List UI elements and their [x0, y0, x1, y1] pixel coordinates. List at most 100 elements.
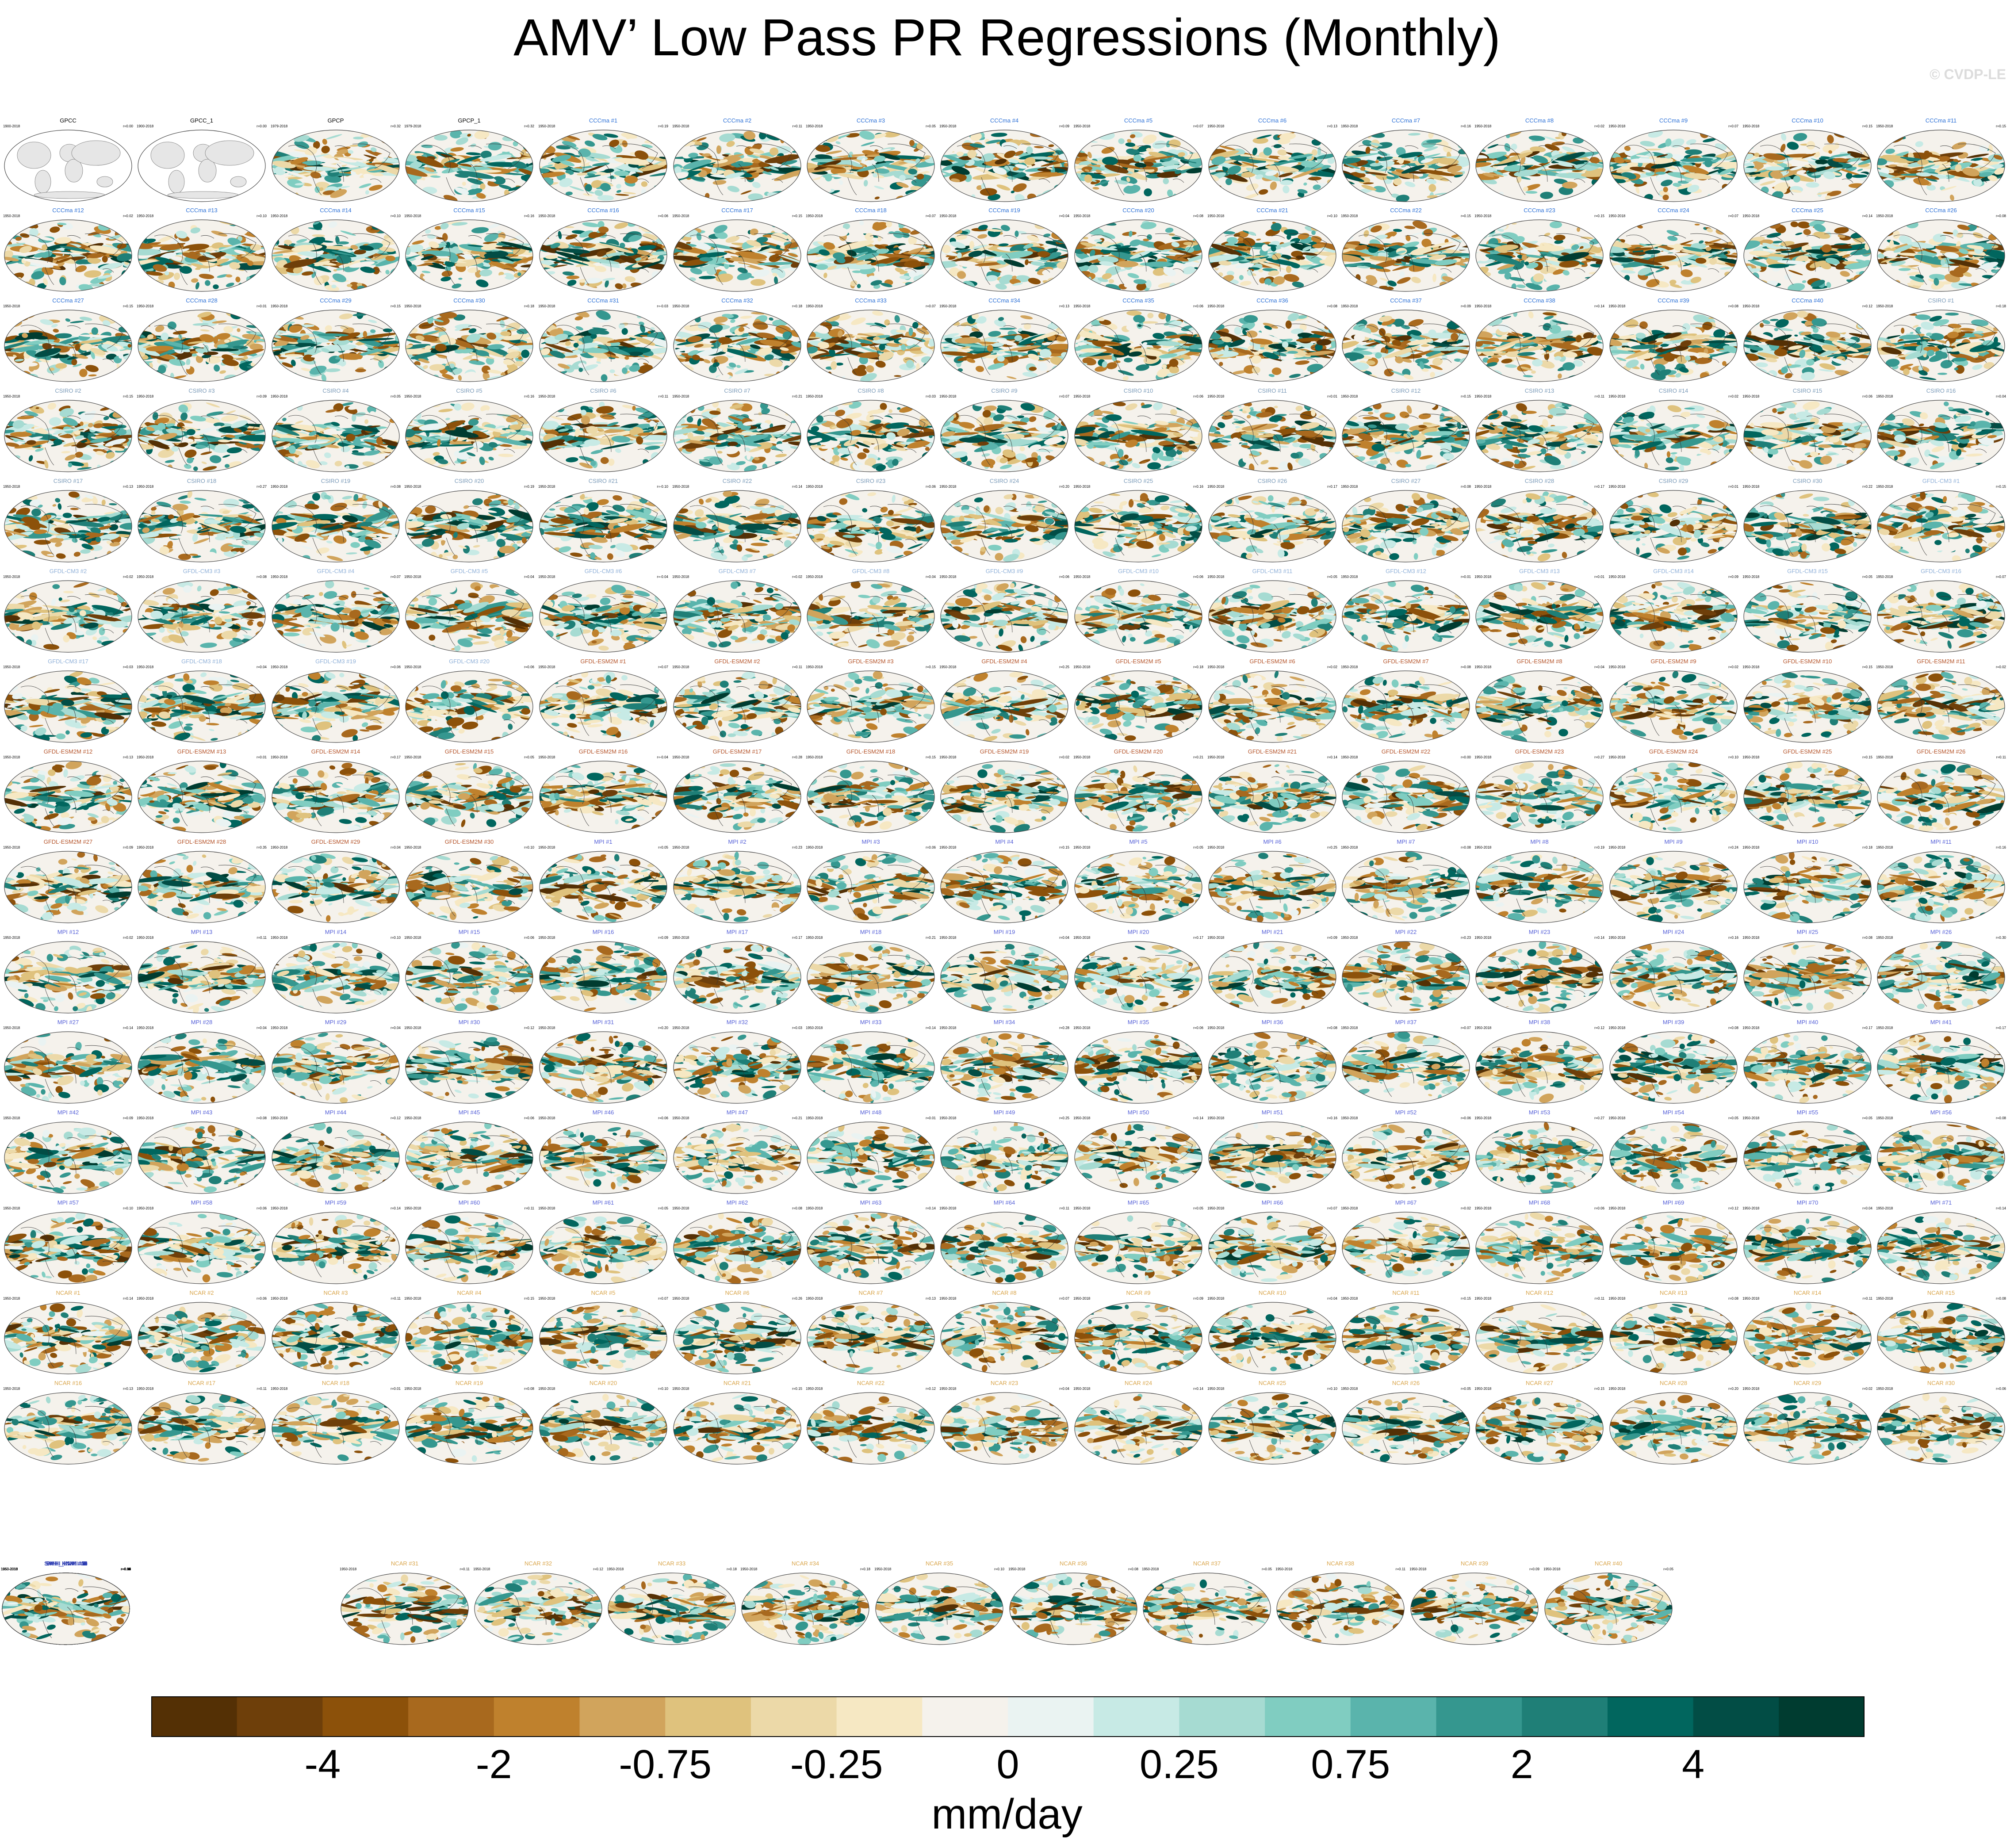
precip-anomaly-patch [1744, 235, 1749, 241]
precip-anomaly-patch [1503, 165, 1525, 172]
precip-anomaly-patch [874, 186, 884, 190]
precip-anomaly-patch [1014, 151, 1024, 156]
precip-anomaly-patch [779, 194, 792, 201]
precip-anomaly-patch [1297, 165, 1331, 172]
panel-title: GPCC_1 [136, 117, 268, 124]
precip-anomaly-patch [903, 160, 918, 164]
continent-outline [167, 191, 239, 199]
map-panel: CCCma #2 1950-2018 r=0.11 [671, 117, 803, 204]
precip-anomaly-patch [1482, 173, 1494, 177]
precip-anomaly-patch [1885, 229, 1891, 233]
panel-title: CCCma #25 [1742, 207, 1873, 214]
panel-title: CCCma #9 [1608, 117, 1739, 124]
precip-anomaly-patch [1562, 146, 1575, 153]
precip-anomaly-patch [1084, 169, 1090, 172]
precip-anomaly-patch [1059, 221, 1065, 229]
precip-anomaly-patch [623, 192, 636, 195]
precip-anomaly-patch [508, 186, 522, 191]
precip-anomaly-patch [1573, 137, 1584, 144]
panel-years: 1950-2018 [672, 124, 689, 129]
precip-anomaly-patch [580, 165, 606, 174]
precip-anomaly-patch [1252, 137, 1268, 144]
precip-anomaly-patch [1252, 147, 1258, 156]
precip-anomaly-patch [1297, 189, 1308, 194]
precip-anomaly-patch [410, 190, 419, 198]
precip-anomaly-patch [871, 133, 887, 139]
panel-correlation: r=0.11 [793, 124, 802, 129]
panel-years: 1950-2018 [1207, 124, 1224, 129]
precip-anomaly-patch [1255, 174, 1264, 180]
precip-anomaly-patch [1369, 142, 1382, 146]
precip-anomaly-patch [369, 184, 383, 191]
precip-anomaly-patch [1034, 146, 1044, 149]
panel-years: 1950-2018 [1742, 124, 1759, 129]
robinson-map [1609, 130, 1738, 202]
precip-anomaly-patch [835, 134, 850, 139]
precip-anomaly-patch [748, 193, 763, 201]
precip-anomaly-patch [1595, 189, 1603, 198]
map-panel: CCCma #28 1950-2018 r=0.01 [136, 297, 268, 384]
panel-years: 1950-2018 [806, 124, 823, 129]
precip-anomaly-patch [272, 168, 280, 175]
precip-anomaly-patch [1443, 145, 1452, 153]
precip-anomaly-patch [540, 172, 565, 178]
continent-outline [71, 140, 121, 166]
precip-anomaly-patch [1426, 178, 1437, 184]
panel-title: CCCma #14 [270, 207, 402, 214]
precip-anomaly-patch [1722, 221, 1727, 227]
precip-anomaly-patch [916, 169, 928, 173]
precip-anomaly-patch [475, 169, 502, 173]
map-panel: CCCma #26 1950-2018 r=0.08 [1875, 207, 2007, 294]
precip-anomaly-patch [1344, 191, 1348, 196]
precip-anomaly-patch [150, 281, 159, 291]
panel-title: CCCma #8 [1474, 117, 1605, 124]
precip-anomaly-patch [1278, 172, 1293, 177]
precip-anomaly-patch [1114, 180, 1130, 185]
panel-years: 1950-2018 [1876, 214, 1893, 218]
robinson-map [138, 130, 266, 202]
panel-years: 1950-2018 [1341, 124, 1358, 129]
precip-anomaly-patch [689, 175, 706, 181]
precip-anomaly-patch [1722, 226, 1737, 230]
precip-anomaly-patch [597, 195, 614, 201]
precip-anomaly-patch [1273, 144, 1282, 149]
precip-anomaly-patch [443, 195, 458, 202]
precip-anomaly-patch [1348, 195, 1365, 201]
precip-anomaly-patch [1859, 191, 1871, 199]
precip-anomaly-patch [294, 186, 303, 195]
precip-anomaly-patch [674, 224, 678, 231]
precip-anomaly-patch [1015, 164, 1027, 169]
precip-anomaly-patch [380, 313, 398, 319]
precip-anomaly-patch [726, 180, 731, 185]
panel-years: 1950-2018 [1608, 214, 1625, 218]
precip-anomaly-patch [701, 153, 711, 157]
precip-anomaly-patch [1493, 171, 1504, 175]
precip-anomaly-patch [1024, 157, 1036, 165]
robinson-map [1074, 219, 1202, 292]
precip-anomaly-patch [470, 143, 476, 147]
precip-anomaly-patch [768, 166, 779, 171]
panel-title: GPCC [2, 117, 134, 124]
robinson-map [1342, 219, 1470, 292]
continent-outline [65, 159, 83, 183]
precip-anomaly-patch [992, 167, 1007, 175]
precip-anomaly-patch [1313, 283, 1322, 288]
precip-anomaly-patch [287, 179, 303, 188]
precip-anomaly-patch [815, 145, 831, 152]
precip-anomaly-patch [1520, 156, 1526, 165]
precip-anomaly-patch [825, 173, 832, 182]
panel-years: 1950-2018 [806, 214, 823, 218]
robinson-map [1208, 219, 1336, 292]
precip-anomaly-patch [1315, 282, 1325, 290]
robinson-map [405, 310, 533, 382]
precip-anomaly-patch [330, 189, 347, 198]
precip-anomaly-patch [922, 195, 933, 199]
panel-title: CCCma #1 [537, 117, 669, 124]
precip-anomaly-patch [145, 371, 149, 376]
precip-anomaly-patch [348, 150, 354, 154]
precip-anomaly-patch [1452, 281, 1461, 287]
precip-anomaly-patch [899, 175, 906, 181]
precip-anomaly-patch [1263, 147, 1272, 156]
precip-anomaly-patch [540, 149, 544, 151]
precip-anomaly-patch [683, 159, 712, 169]
